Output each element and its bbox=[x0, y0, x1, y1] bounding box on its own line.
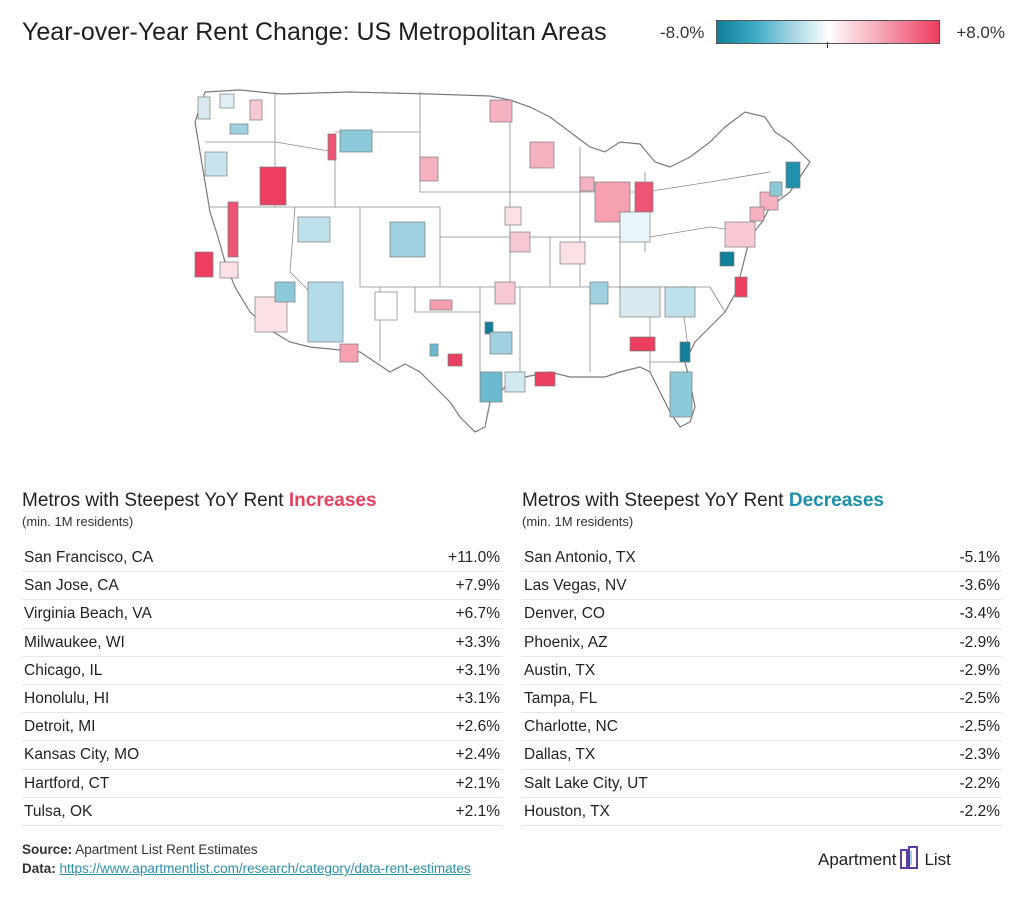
table-row: Chicago, IL +3.1% bbox=[22, 657, 502, 685]
metro-name: Charlotte, NC bbox=[524, 718, 618, 736]
table-row: Austin, TX -2.9% bbox=[522, 657, 1002, 685]
increases-title: Metros with Steepest YoY Rent Increases bbox=[22, 490, 502, 512]
data-link[interactable]: https://www.apartmentlist.com/research/c… bbox=[59, 861, 471, 876]
table-row: Tulsa, OK +2.1% bbox=[22, 798, 502, 826]
metro-name: Kansas City, MO bbox=[24, 746, 140, 764]
rent-change-value: -2.2% bbox=[959, 774, 1001, 792]
rent-change-value: -2.2% bbox=[959, 802, 1001, 820]
rent-change-value: -2.5% bbox=[959, 718, 1001, 736]
metro-areas bbox=[194, 93, 801, 418]
source-label: Source: bbox=[22, 842, 73, 857]
table-row: Charlotte, NC -2.5% bbox=[522, 713, 1002, 742]
table-row: Denver, CO -3.4% bbox=[522, 600, 1002, 629]
table-row: San Jose, CA +7.9% bbox=[22, 572, 502, 601]
metro-name: Virginia Beach, VA bbox=[24, 605, 152, 623]
logo-text-right: List bbox=[924, 849, 951, 869]
metro-name: Tulsa, OK bbox=[24, 802, 93, 820]
metro-name: Salt Lake City, UT bbox=[524, 774, 648, 792]
state-borders bbox=[205, 92, 771, 372]
table-row: Phoenix, AZ -2.9% bbox=[522, 629, 1002, 657]
us-outline bbox=[194, 89, 811, 433]
source-text: Apartment List Rent Estimates bbox=[75, 842, 258, 857]
page-title: Year-over-Year Rent Change: US Metropoli… bbox=[22, 18, 607, 46]
metro-name: Honolulu, HI bbox=[24, 689, 110, 707]
rent-change-value: +7.9% bbox=[455, 577, 500, 595]
rent-change-value: -3.6% bbox=[959, 577, 1001, 595]
metro-name: Hartford, CT bbox=[24, 774, 110, 792]
building-icon bbox=[899, 846, 921, 875]
rent-change-value: +2.1% bbox=[455, 774, 500, 792]
increases-title-highlight: Increases bbox=[288, 490, 377, 511]
metro-name: Detroit, MI bbox=[24, 718, 96, 736]
decreases-subtitle: (min. 1M residents) bbox=[522, 514, 634, 529]
metro-name: Denver, CO bbox=[524, 605, 605, 623]
decreases-title-prefix: Metros with Steepest YoY Rent bbox=[522, 490, 789, 511]
decreases-section: Metros with Steepest YoY Rent Decreases … bbox=[522, 490, 1002, 826]
metro-name: Tampa, FL bbox=[524, 689, 598, 707]
rent-change-value: +3.1% bbox=[455, 689, 500, 707]
legend-max-label: +8.0% bbox=[956, 23, 1005, 42]
table-row: Salt Lake City, UT -2.2% bbox=[522, 770, 1002, 798]
rent-change-value: +2.6% bbox=[455, 718, 500, 736]
metro-name: Milwaukee, WI bbox=[24, 633, 125, 651]
rent-change-value: -2.5% bbox=[959, 689, 1001, 707]
metro-name: Phoenix, AZ bbox=[524, 633, 608, 651]
table-row: Honolulu, HI +3.1% bbox=[22, 685, 502, 714]
logo-text-left: Apartment bbox=[818, 849, 897, 869]
rent-change-value: +2.4% bbox=[455, 746, 500, 764]
table-row: San Francisco, CA +11.0% bbox=[22, 544, 502, 573]
increases-subtitle: (min. 1M residents) bbox=[22, 514, 134, 529]
metro-name: Austin, TX bbox=[524, 661, 596, 679]
legend-zero-tick bbox=[827, 42, 828, 48]
data-label: Data: bbox=[22, 861, 56, 876]
table-row: San Antonio, TX -5.1% bbox=[522, 544, 1002, 573]
rent-change-value: +3.3% bbox=[455, 633, 500, 651]
table-row: Houston, TX -2.2% bbox=[522, 798, 1002, 826]
rent-change-value: -3.4% bbox=[959, 605, 1001, 623]
decreases-title-highlight: Decreases bbox=[788, 490, 884, 511]
footer: Source: Apartment List Rent Estimates Da… bbox=[22, 840, 471, 878]
table-row: Kansas City, MO +2.4% bbox=[22, 741, 502, 770]
source-line: Source: Apartment List Rent Estimates bbox=[22, 840, 471, 859]
metro-name: Dallas, TX bbox=[524, 746, 596, 764]
metro-name: Chicago, IL bbox=[24, 661, 103, 679]
table-row: Virginia Beach, VA +6.7% bbox=[22, 600, 502, 629]
rent-change-value: +6.7% bbox=[455, 605, 500, 623]
rent-change-value: -5.1% bbox=[959, 549, 1001, 566]
rent-change-value: +3.1% bbox=[455, 661, 500, 679]
apartment-list-logo: Apartment List bbox=[818, 846, 951, 875]
increases-table: San Francisco, CA +11.0% San Jose, CA +7.9… bbox=[22, 544, 502, 826]
metro-name: San Antonio, TX bbox=[524, 549, 636, 566]
table-row: Dallas, TX -2.3% bbox=[522, 741, 1002, 770]
table-row: Las Vegas, NV -3.6% bbox=[522, 572, 1002, 601]
rent-change-value: -2.3% bbox=[959, 746, 1001, 764]
data-line: Data: https://www.apartmentlist.com/rese… bbox=[22, 859, 471, 878]
table-row: Detroit, MI +2.6% bbox=[22, 713, 502, 742]
table-row: Tampa, FL -2.5% bbox=[522, 685, 1002, 714]
metro-name: Houston, TX bbox=[524, 802, 610, 820]
legend-gradient-bar bbox=[716, 20, 940, 44]
metro-name: Las Vegas, NV bbox=[524, 577, 627, 595]
rent-change-value: +11.0% bbox=[448, 549, 500, 566]
metro-name: San Jose, CA bbox=[24, 577, 119, 595]
metro-name: San Francisco, CA bbox=[24, 549, 154, 566]
legend-min-label: -8.0% bbox=[660, 23, 705, 42]
rent-change-value: +2.1% bbox=[455, 802, 500, 820]
table-row: Hartford, CT +2.1% bbox=[22, 770, 502, 798]
decreases-title: Metros with Steepest YoY Rent Decreases bbox=[522, 490, 1002, 512]
increases-section: Metros with Steepest YoY Rent Increases … bbox=[22, 490, 502, 826]
decreases-table: San Antonio, TX -5.1% Las Vegas, NV -3.6% … bbox=[522, 544, 1002, 826]
us-metro-map bbox=[194, 89, 811, 433]
increases-title-prefix: Metros with Steepest YoY Rent bbox=[22, 490, 289, 511]
color-legend: -8.0% +8.0% bbox=[660, 20, 1005, 48]
rent-change-value: -2.9% bbox=[959, 661, 1001, 679]
rent-change-value: -2.9% bbox=[959, 633, 1001, 651]
table-row: Milwaukee, WI +3.3% bbox=[22, 629, 502, 657]
